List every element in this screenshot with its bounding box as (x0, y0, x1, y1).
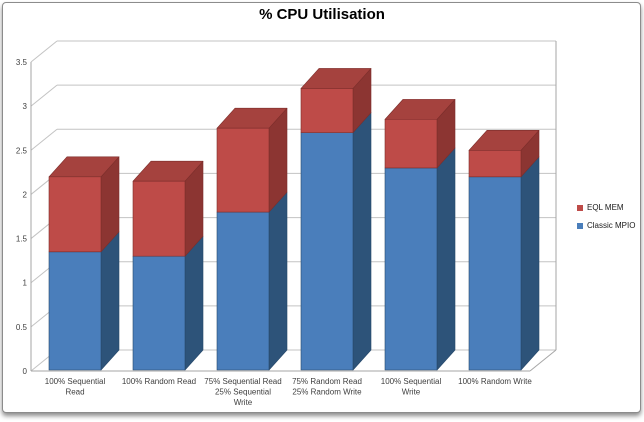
legend-label: EQL MEM (587, 203, 624, 212)
y-tick-label: 1 (23, 279, 28, 288)
gridline-diagonal (30, 128, 58, 151)
legend-entry: Classic MPIO (577, 221, 635, 230)
y-tick-label: 2 (23, 190, 28, 199)
x-category-label: 100% Sequential Read (45, 377, 106, 397)
y-tick-label: 0 (23, 367, 28, 376)
x-category-label: 100% Random Write (458, 377, 532, 386)
y-tick-label: 0.5 (16, 323, 28, 332)
y-tick-label: 2.5 (16, 146, 28, 155)
bar-segment-eql-mem (468, 149, 522, 178)
gridline-diagonal (30, 40, 58, 63)
bar-segment-classic-mpio (132, 255, 186, 371)
floor-right-edge (529, 349, 557, 372)
bar-segment-classic-mpio (216, 211, 270, 371)
bar-segment-eql-mem (384, 119, 438, 169)
x-category-label: 100% Sequential Write (381, 377, 442, 397)
bar-segment-classic-mpio-side (184, 235, 204, 371)
bar-segment-eql-mem (216, 127, 270, 213)
gridline-diagonal (30, 84, 58, 107)
y-tick-label: 1.5 (16, 235, 28, 244)
chart-title: % CPU Utilisation (259, 6, 385, 23)
bar-segment-classic-mpio-side (352, 112, 372, 371)
y-tick-label: 3 (23, 102, 28, 111)
y-tick-label: 3.5 (16, 58, 28, 67)
bar-segment-classic-mpio-side (100, 231, 120, 371)
x-category-label: 100% Random Read (122, 377, 196, 386)
bar-segment-classic-mpio-side (268, 191, 288, 371)
eql-mem-swatch-icon (577, 204, 583, 211)
bar-segment-classic-mpio-side (520, 156, 540, 371)
bar-segment-classic-mpio (48, 251, 102, 371)
bar-segment-classic-mpio (468, 176, 522, 371)
bar-segment-classic-mpio (384, 167, 438, 371)
legend: EQL MEM Classic MPIO (577, 203, 635, 239)
bar-segment-classic-mpio-side (436, 147, 456, 371)
x-category-label: 75% Random Read 25% Random Write (292, 377, 362, 397)
bar-segment-classic-mpio (300, 132, 354, 371)
legend-label: Classic MPIO (587, 221, 636, 230)
bar-segment-eql-mem (132, 180, 186, 257)
legend-entry: EQL MEM (577, 203, 635, 212)
bar-segment-eql-mem (300, 88, 354, 133)
x-category-label: 75% Sequential Read 25% Sequential Write (204, 377, 281, 407)
classic-mpio-swatch-icon (577, 222, 583, 229)
bar-segment-eql-mem (48, 176, 102, 253)
